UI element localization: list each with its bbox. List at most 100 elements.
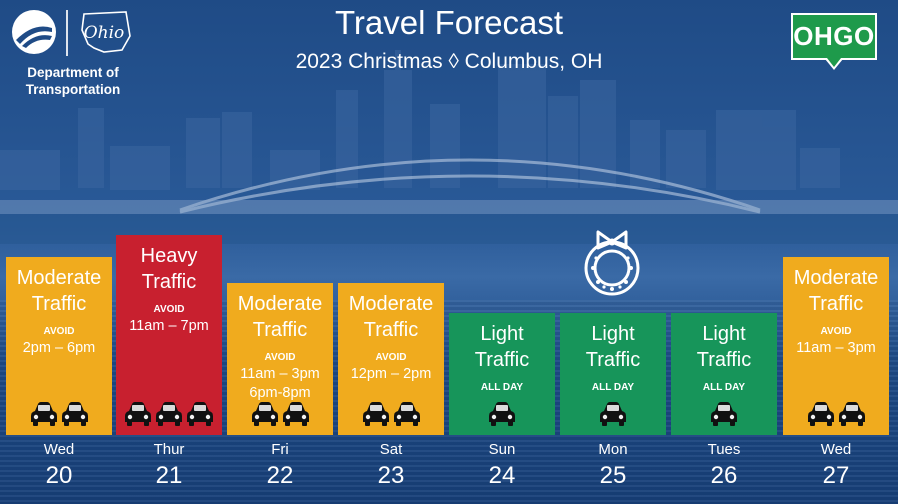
traffic-level: Moderate Traffic [338,291,444,343]
avoid-time-window: 11am – 3pm [240,366,320,382]
day-of-month: 26 [710,462,738,489]
car-icon [124,401,152,427]
car-icon [30,401,58,427]
day-of-month: 22 [266,462,294,489]
day-column: Light Traffic ALL DAY [560,313,666,435]
day-of-month: 27 [822,462,850,489]
avoid-label: AVOID [43,326,75,337]
traffic-level-line1: Moderate [793,267,879,289]
logo-divider [66,10,68,56]
car-icons [783,401,889,427]
car-icons [671,401,777,427]
car-icon [186,401,214,427]
ohgo-badge-tail-inner [827,58,841,67]
day-of-week: Sun [488,441,516,458]
ohgo-badge: OHGO [791,13,879,73]
day-of-week: Fri [271,441,289,458]
svg-text:Ohio: Ohio [84,23,125,43]
traffic-level-line2: Traffic [474,349,530,371]
ohio-wordmark-icon: Ohio [81,11,131,53]
day-column: Moderate Traffic AVOID 12pm – 2pm [338,283,444,435]
avoid-label: AVOID [820,326,852,337]
agency-name-line2: Transportation [25,82,121,97]
traffic-level-line1: Light [591,323,635,345]
page-title: Travel Forecast [334,4,563,41]
traffic-bar-light: Light Traffic ALL DAY [560,313,666,435]
car-icon [807,401,835,427]
traffic-level-line1: Moderate [348,293,434,315]
car-icons [560,401,666,427]
car-icon [488,401,516,427]
avoid-label: AVOID [375,352,407,363]
traffic-level: Moderate Traffic [783,265,889,317]
car-icons [227,401,333,427]
traffic-level-line1: Light [702,323,746,345]
page-subtitle: 2023 Christmas ◊ Columbus, OH [295,50,603,73]
day-of-month: 21 [155,462,183,489]
day-of-week: Wed [820,441,852,458]
traffic-level-line2: Traffic [31,293,87,315]
odot-logo-icon [12,10,56,54]
agency-name: Department of Transportation [10,64,136,98]
ohgo-badge-label: OHGO [791,13,877,60]
car-icon [362,401,390,427]
day-column: Light Traffic ALL DAY [449,313,555,435]
traffic-level: Light Traffic [449,321,555,373]
avoid-time-window: 6pm-8pm [249,385,311,401]
day-of-week: Wed [43,441,75,458]
traffic-level-line2: Traffic [808,293,864,315]
avoid-label: ALL DAY [591,382,635,393]
day-column: Light Traffic ALL DAY [671,313,777,435]
avoid-label: AVOID [153,304,185,315]
traffic-level-line2: Traffic [585,349,641,371]
traffic-bar-moderate: Moderate Traffic AVOID 2pm – 6pm [6,257,112,435]
traffic-bar-moderate: Moderate Traffic AVOID 11am – 3pm 6pm-8pm [227,283,333,435]
traffic-level-line2: Traffic [252,319,308,341]
day-column: Moderate Traffic AVOID 2pm – 6pm [6,257,112,435]
traffic-level-line2: Traffic [363,319,419,341]
day-of-week: Sat [379,441,403,458]
day-of-month: 25 [599,462,627,489]
traffic-bar-moderate: Moderate Traffic AVOID 12pm – 2pm [338,283,444,435]
traffic-level: Light Traffic [671,321,777,373]
avoid-label: ALL DAY [480,382,524,393]
car-icon [599,401,627,427]
car-icons [449,401,555,427]
day-of-week: Mon [598,441,628,458]
traffic-level-line2: Traffic [696,349,752,371]
car-icons [6,401,112,427]
car-icons [338,401,444,427]
car-icons [116,401,222,427]
car-icon [282,401,310,427]
wreath-icon [584,230,640,296]
day-of-month: 24 [488,462,516,489]
car-icon [155,401,183,427]
traffic-bar-light: Light Traffic ALL DAY [449,313,555,435]
traffic-level: Heavy Traffic [116,243,222,295]
agency-name-line1: Department of [27,65,119,80]
car-icon [710,401,738,427]
car-icon [251,401,279,427]
traffic-level-line1: Moderate [237,293,323,315]
avoid-time-window: 11am – 3pm [796,340,876,356]
day-column: Moderate Traffic AVOID 11am – 3pm [783,257,889,435]
day-of-week: Tues [707,441,741,458]
car-icon [61,401,89,427]
avoid-label: AVOID [264,352,296,363]
traffic-bar-moderate: Moderate Traffic AVOID 11am – 3pm [783,257,889,435]
traffic-level-line1: Heavy [140,245,198,267]
day-of-week: Thur [153,441,185,458]
traffic-level: Moderate Traffic [6,265,112,317]
traffic-bar-heavy: Heavy Traffic AVOID 11am – 7pm [116,235,222,435]
car-icon [393,401,421,427]
traffic-level-line1: Moderate [16,267,102,289]
avoid-time-window: 2pm – 6pm [22,340,96,356]
traffic-level-line2: Traffic [141,271,197,293]
traffic-bar-light: Light Traffic ALL DAY [671,313,777,435]
avoid-time-window: 11am – 7pm [129,318,209,334]
day-column: Heavy Traffic AVOID 11am – 7pm [116,235,222,435]
traffic-level: Light Traffic [560,321,666,373]
car-icon [838,401,866,427]
avoid-label: ALL DAY [702,382,746,393]
